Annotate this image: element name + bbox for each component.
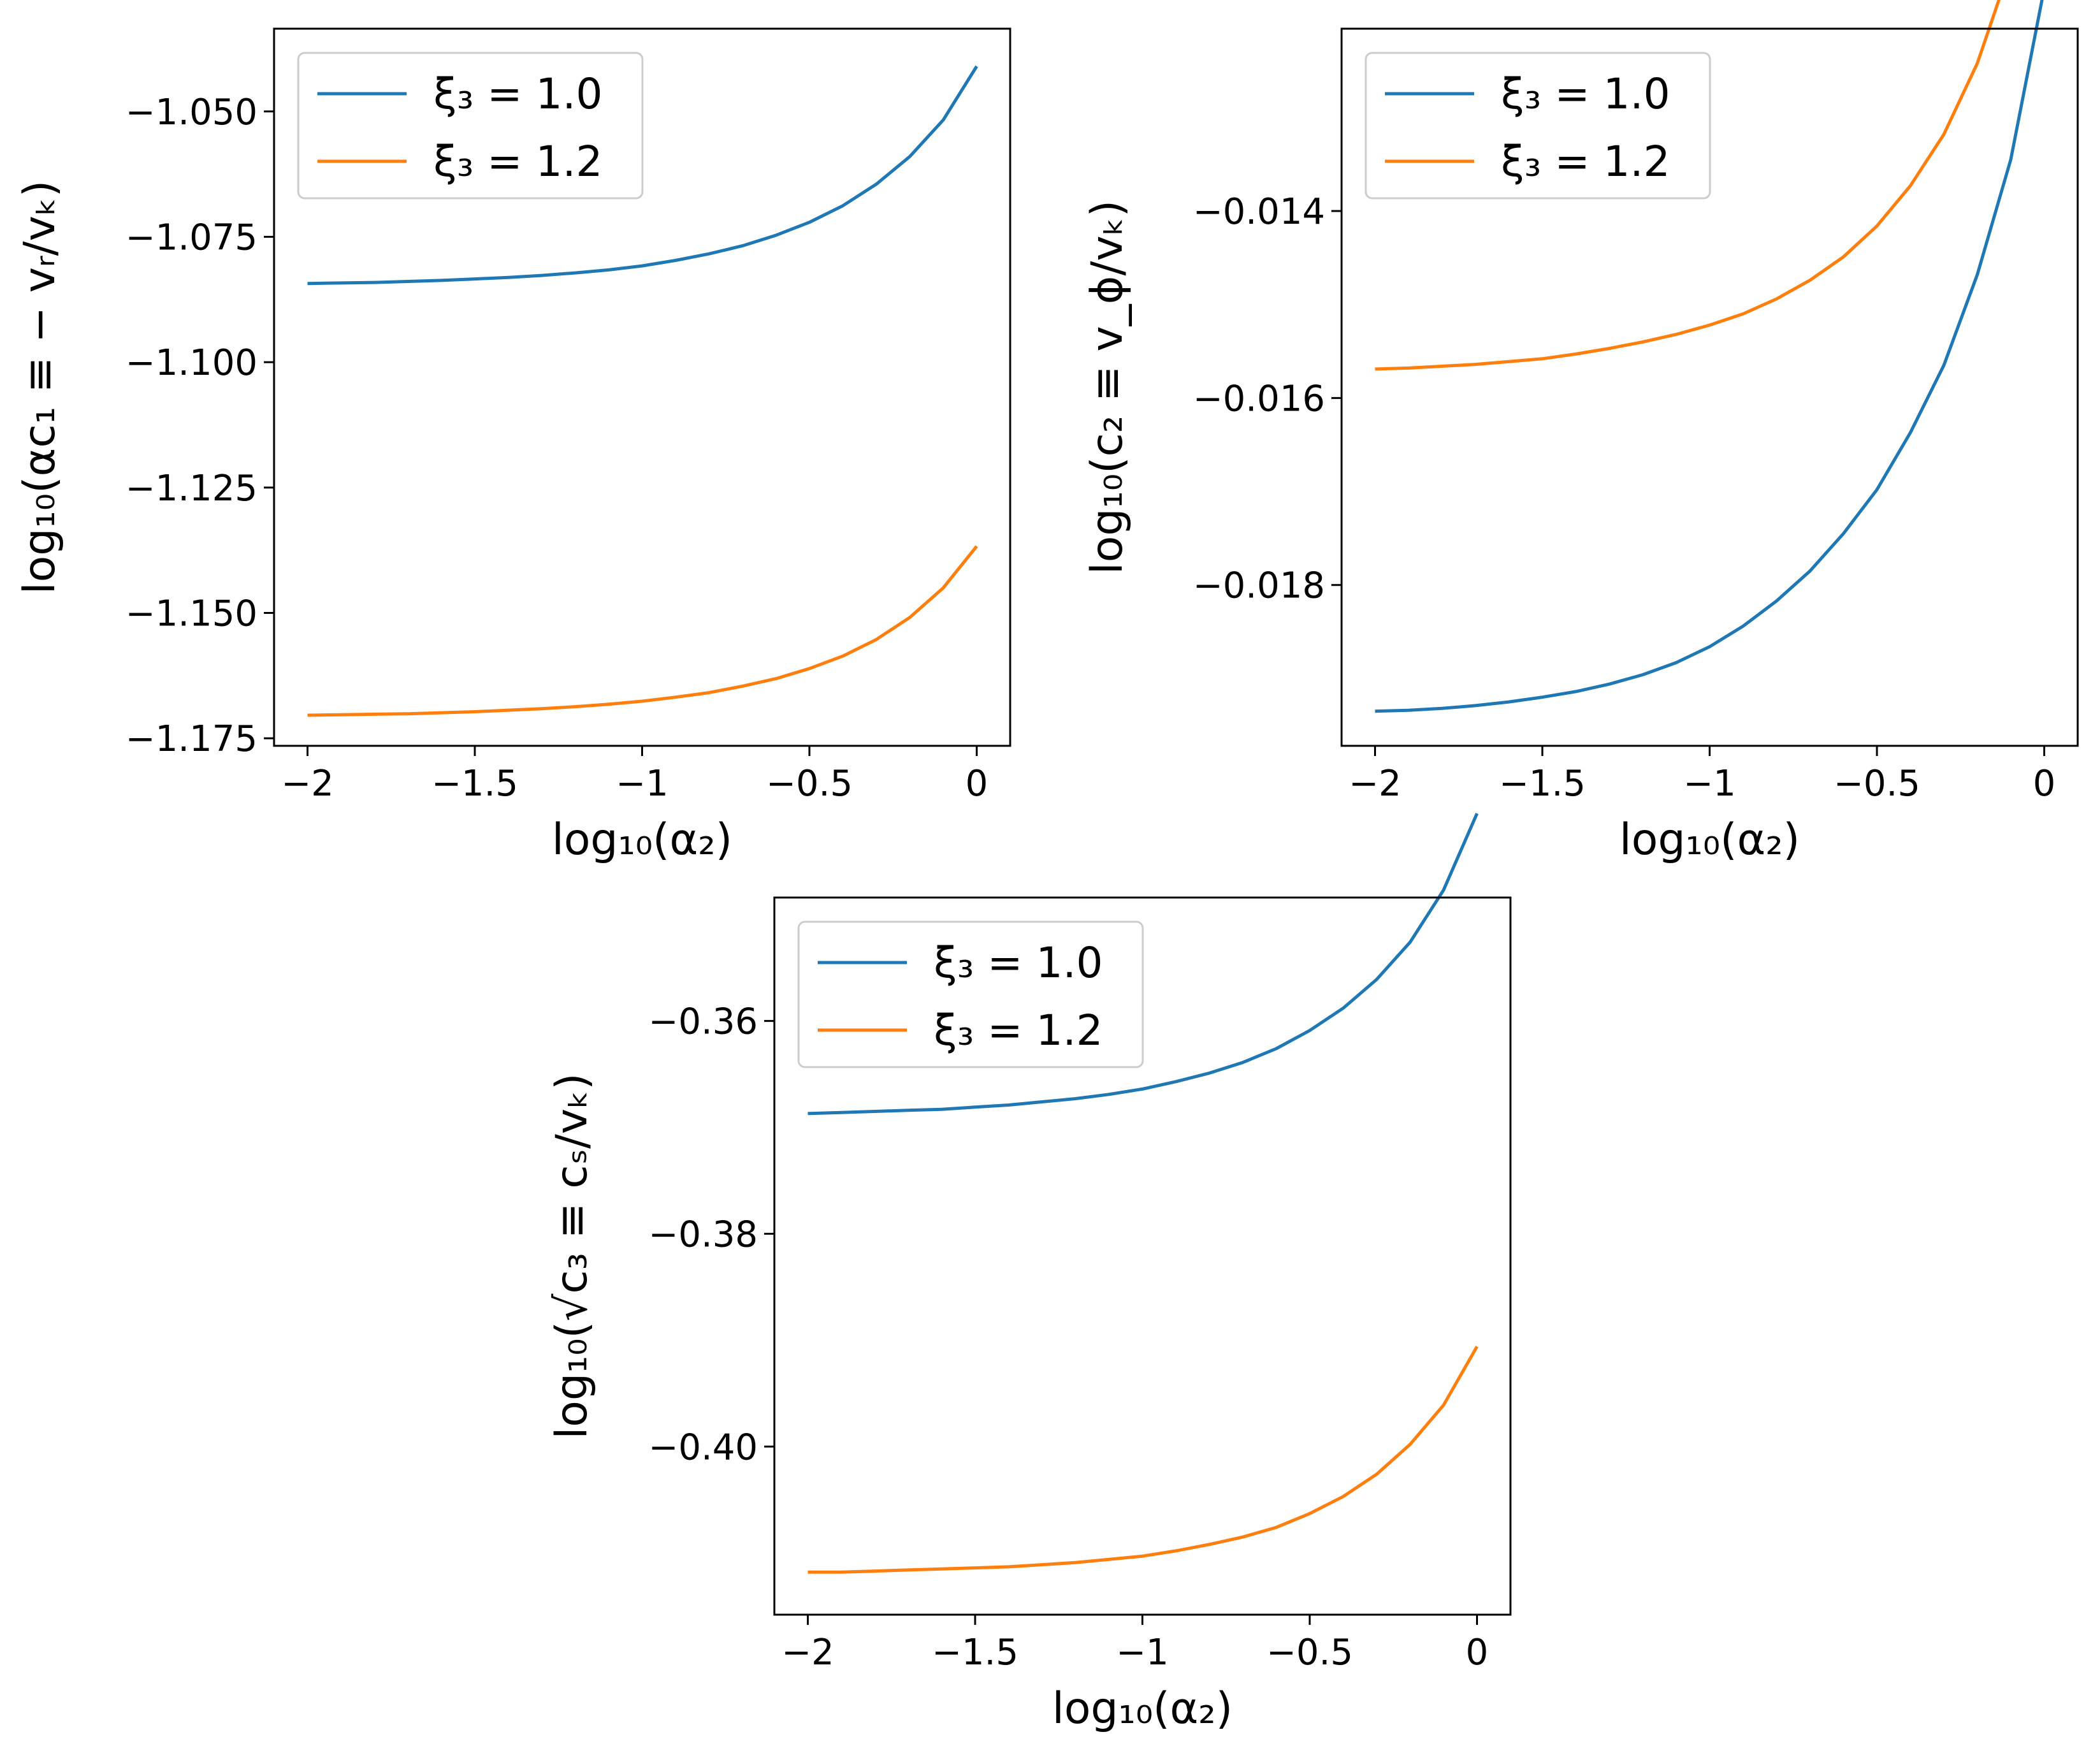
y-tick-label: −1.175 — [126, 718, 257, 760]
y-tick-label: −0.38 — [648, 1214, 758, 1255]
x-tick-label: 0 — [966, 763, 988, 804]
x-tick-label: −2 — [781, 1632, 834, 1673]
x-tick-label: −1 — [1683, 763, 1736, 804]
chart-panel-1: −2 −1.5 −1 −0.5 0 −1.175 −1.150 −1.125 −1.100 −1.… — [15, 27, 1011, 865]
x-tick-label: 0 — [1466, 1632, 1489, 1673]
y-axis-label: log₁₀(c₂ ≡ v_ϕ/vₖ) — [1082, 200, 1133, 574]
y-axis-label: log₁₀(√c₃ ≡ cₛ/vₖ) — [547, 1073, 597, 1439]
series-line-2 — [307, 545, 978, 717]
x-tick-label: −1.5 — [431, 763, 518, 804]
x-axis-label: log₁₀(α₂) — [552, 815, 732, 865]
y-tick-label: −0.40 — [648, 1427, 758, 1468]
y-tick-label: −0.016 — [1193, 378, 1325, 419]
y-tick-label: −1.075 — [126, 217, 257, 258]
legend-label: ξ₃ = 1.0 — [433, 69, 602, 119]
y-tick-label: −1.100 — [126, 342, 257, 384]
chart-panel-2: −2 −1.5 −1 −0.5 0 −0.018 −0.016 −0.014 log₁₀(α₂)… — [1082, 0, 2079, 865]
series-line-1 — [1375, 0, 2044, 713]
y-tick-label: −0.014 — [1193, 191, 1325, 233]
x-tick-label: −1.5 — [932, 1632, 1018, 1673]
y-tick-label: −0.36 — [648, 1001, 758, 1043]
series-line-1 — [307, 65, 978, 286]
series-line-2 — [1375, 0, 2001, 371]
x-tick-label: −0.5 — [1834, 763, 1920, 804]
x-tick-label: −2 — [1349, 763, 1401, 804]
x-tick-label: −0.5 — [1266, 1632, 1353, 1673]
x-tick-label: −0.5 — [766, 763, 853, 804]
x-tick-label: −1 — [1116, 1632, 1169, 1673]
legend-label: ξ₃ = 1.2 — [934, 1006, 1103, 1055]
x-tick-label: 0 — [2033, 763, 2056, 804]
series-line-2 — [807, 1346, 1479, 1574]
legend-label: ξ₃ = 1.0 — [934, 938, 1103, 987]
panels: −2 −1.5 −1 −0.5 0 −1.175 −1.150 −1.125 −1.100 −1.… — [15, 0, 2079, 1734]
y-tick-label: −1.050 — [126, 92, 257, 133]
legend-label: ξ₃ = 1.2 — [433, 137, 602, 186]
y-tick-label: −1.150 — [126, 593, 257, 635]
y-tick-label: −1.125 — [126, 468, 257, 509]
x-axis-label: log₁₀(α₂) — [1052, 1684, 1233, 1734]
x-tick-label: −2 — [281, 763, 334, 804]
x-tick-label: −1.5 — [1499, 763, 1586, 804]
y-tick-label: −0.018 — [1193, 565, 1325, 607]
legend-label: ξ₃ = 1.0 — [1501, 69, 1670, 119]
chart-panel-3: −2 −1.5 −1 −0.5 0 −0.40 −0.38 −0.36 log₁₀(α₂) log… — [547, 813, 1512, 1734]
x-tick-label: −1 — [616, 763, 669, 804]
series-line-1 — [807, 813, 1479, 1116]
y-axis-label: log₁₀(αc₁ ≡ − vᵣ/vₖ) — [15, 180, 65, 594]
legend-label: ξ₃ = 1.2 — [1501, 137, 1670, 186]
x-axis-label: log₁₀(α₂) — [1619, 815, 1800, 865]
